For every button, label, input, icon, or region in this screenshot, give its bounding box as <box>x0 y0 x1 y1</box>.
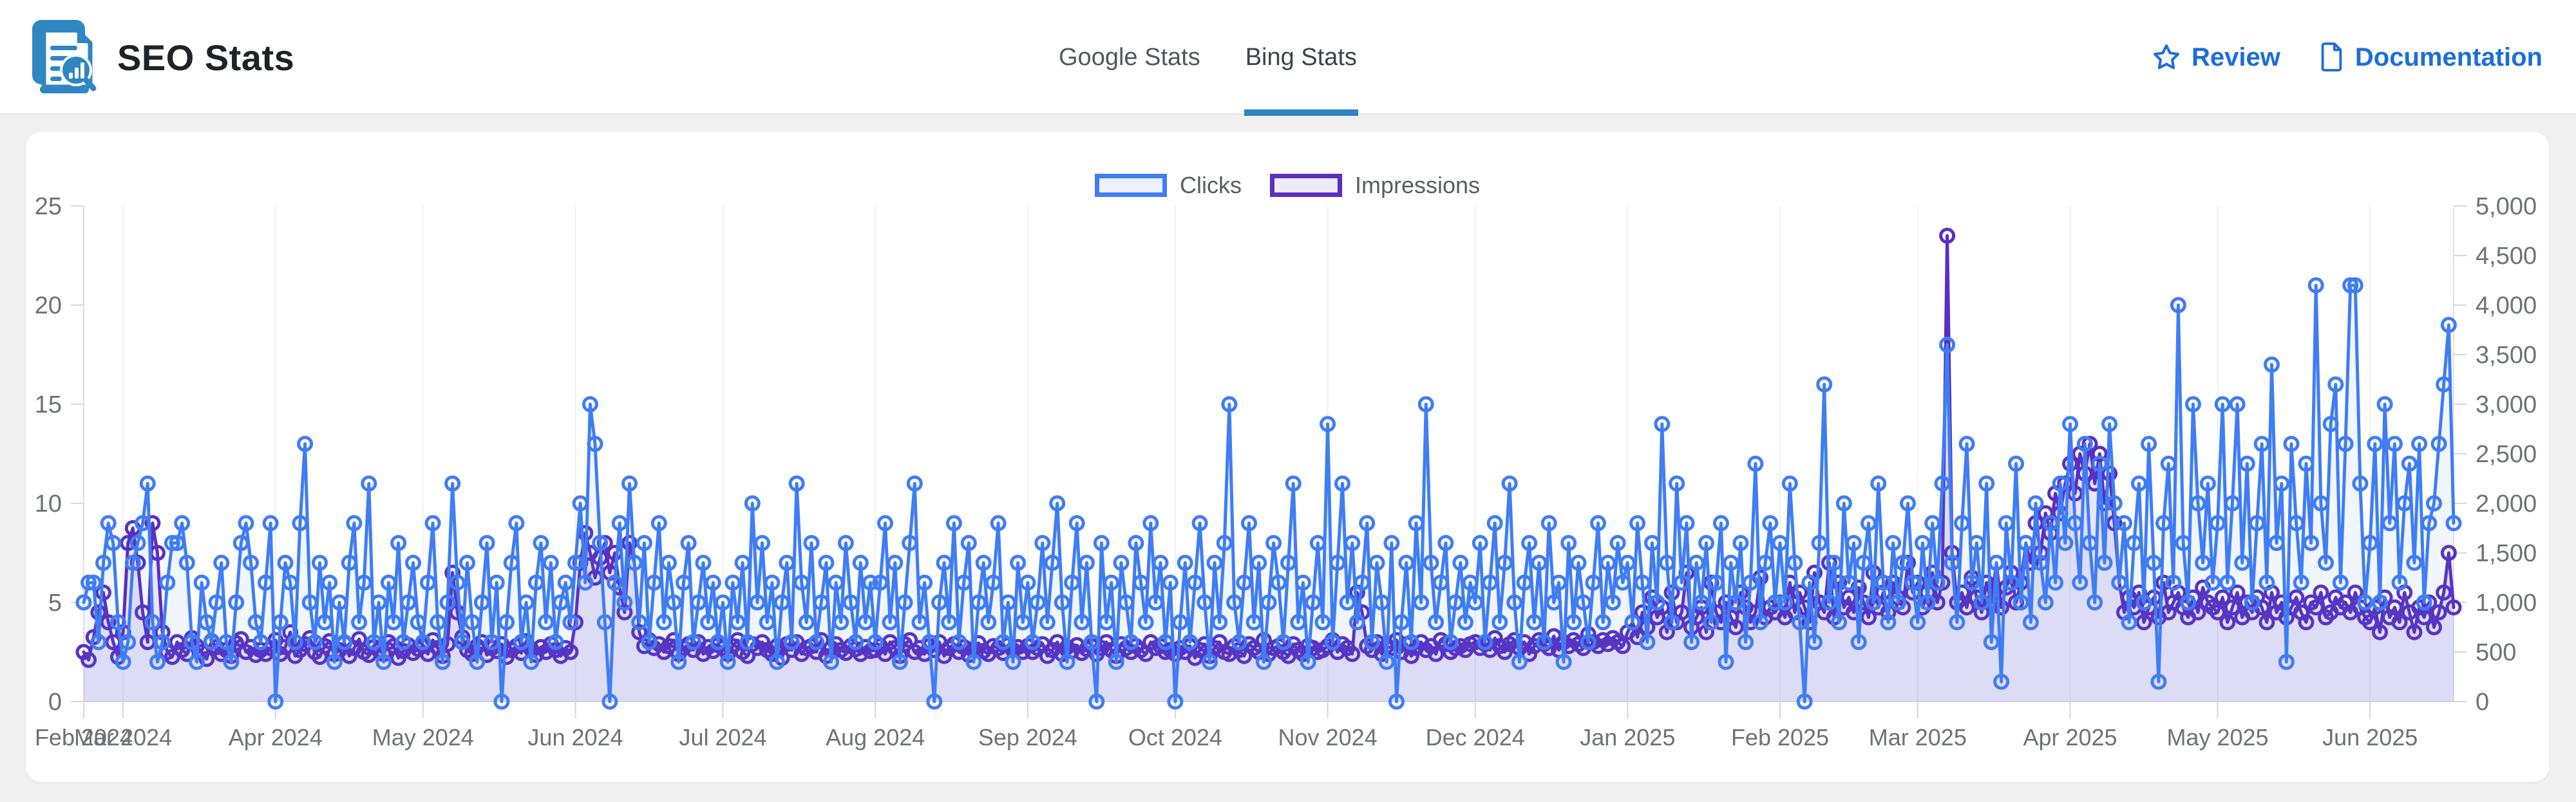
clicks-legend-label: Clicks <box>1179 172 1242 198</box>
svg-text:Mar 2025: Mar 2025 <box>1869 724 1967 751</box>
svg-text:10: 10 <box>35 490 62 518</box>
legend-item-clicks[interactable]: Clicks <box>1094 172 1242 199</box>
svg-text:4,500: 4,500 <box>2476 243 2537 270</box>
impressions-legend-label: Impressions <box>1354 172 1481 198</box>
svg-text:1,500: 1,500 <box>2476 540 2537 567</box>
svg-text:1,000: 1,000 <box>2476 590 2537 617</box>
impressions-swatch <box>1269 174 1342 197</box>
svg-text:5,000: 5,000 <box>2476 193 2537 220</box>
tab-bing-stats-label: Bing Stats <box>1245 43 1357 71</box>
star-icon <box>2153 44 2180 70</box>
top-bar: SEO Stats Google Stats Bing Stats Review… <box>0 0 2576 116</box>
svg-text:Dec 2024: Dec 2024 <box>1426 724 1525 751</box>
svg-text:2,500: 2,500 <box>2476 441 2537 468</box>
svg-text:May 2025: May 2025 <box>2166 724 2268 751</box>
tab-google-stats[interactable]: Google Stats <box>1057 0 1202 115</box>
tab-bing-stats[interactable]: Bing Stats <box>1244 0 1359 116</box>
brand: SEO Stats <box>31 0 294 115</box>
svg-text:Apr 2024: Apr 2024 <box>229 724 323 751</box>
svg-text:Jan 2025: Jan 2025 <box>1580 724 1675 751</box>
svg-text:Jun 2024: Jun 2024 <box>527 724 623 751</box>
seo-line-chart[interactable]: Feb 2024 Mar 2024 Apr 2024 May 2024 Jun 2024… <box>26 132 2549 782</box>
top-links: Review Documentation <box>2152 0 2543 115</box>
svg-text:3,500: 3,500 <box>2476 342 2537 369</box>
svg-text:15: 15 <box>35 391 62 418</box>
svg-text:Sep 2024: Sep 2024 <box>978 724 1077 751</box>
svg-text:Nov 2024: Nov 2024 <box>1278 724 1378 751</box>
svg-text:Apr 2025: Apr 2025 <box>2023 724 2117 751</box>
svg-text:Jun 2025: Jun 2025 <box>2322 724 2418 751</box>
svg-text:25: 25 <box>35 193 62 220</box>
clicks-swatch <box>1094 174 1167 197</box>
stats-tabs: Google Stats Bing Stats <box>1057 0 1359 116</box>
svg-text:500: 500 <box>2476 639 2516 666</box>
svg-text:0: 0 <box>2476 689 2489 716</box>
svg-text:0: 0 <box>48 689 62 716</box>
svg-text:2,000: 2,000 <box>2476 490 2537 518</box>
document-icon <box>2321 42 2342 72</box>
svg-text:Oct 2024: Oct 2024 <box>1128 724 1222 751</box>
svg-text:Aug 2024: Aug 2024 <box>826 724 925 751</box>
chart-legend: Clicks Impressions <box>26 172 2549 199</box>
svg-text:3,000: 3,000 <box>2476 391 2537 418</box>
svg-text:Feb 2024: Feb 2024 <box>35 724 133 751</box>
documentation-link[interactable]: Documentation <box>2318 42 2543 72</box>
review-link-label: Review <box>2192 42 2280 71</box>
page-title: SEO Stats <box>117 37 295 78</box>
svg-text:May 2024: May 2024 <box>372 724 474 751</box>
svg-text:Jul 2024: Jul 2024 <box>679 724 766 751</box>
svg-text:Mar 2024: Mar 2024 <box>74 724 172 751</box>
seo-stats-logo-icon <box>32 20 97 93</box>
tab-google-stats-label: Google Stats <box>1059 43 1200 71</box>
svg-text:20: 20 <box>35 292 62 319</box>
svg-text:4,000: 4,000 <box>2476 292 2537 319</box>
stats-card: Clicks Impressions Feb 2024 Mar 2024 Apr 2… <box>26 132 2549 782</box>
svg-text:5: 5 <box>48 590 62 617</box>
review-link[interactable]: Review <box>2152 42 2280 72</box>
legend-item-impressions[interactable]: Impressions <box>1269 172 1481 199</box>
svg-text:Feb 2025: Feb 2025 <box>1731 724 1829 751</box>
documentation-link-label: Documentation <box>2354 42 2543 71</box>
